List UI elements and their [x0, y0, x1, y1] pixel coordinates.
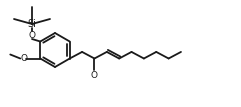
- Text: O: O: [21, 54, 28, 63]
- Text: O: O: [91, 71, 98, 80]
- Text: Si: Si: [27, 19, 36, 29]
- Text: O: O: [28, 30, 35, 39]
